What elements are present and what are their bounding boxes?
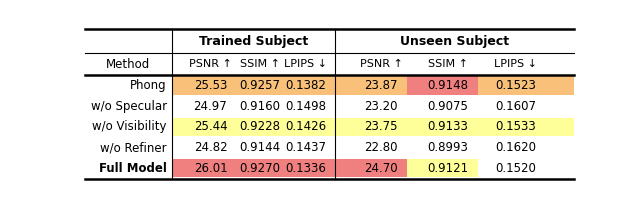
Bar xyxy=(172,76,240,95)
Text: PSNR ↑: PSNR ↑ xyxy=(360,59,403,69)
Bar xyxy=(408,76,478,95)
Text: 0.1523: 0.1523 xyxy=(495,79,536,92)
Text: 25.53: 25.53 xyxy=(194,79,227,92)
Text: 0.9160: 0.9160 xyxy=(239,100,280,113)
Text: w/o Specular: w/o Specular xyxy=(91,100,167,113)
Text: 0.1607: 0.1607 xyxy=(495,100,536,113)
Bar xyxy=(478,76,573,95)
Text: 23.20: 23.20 xyxy=(364,100,398,113)
Bar xyxy=(285,159,333,177)
Text: 0.9133: 0.9133 xyxy=(428,120,468,133)
Text: 0.1520: 0.1520 xyxy=(495,162,536,175)
Text: Full Model: Full Model xyxy=(99,162,167,175)
Text: 24.82: 24.82 xyxy=(194,141,227,154)
Text: 0.1437: 0.1437 xyxy=(285,141,326,154)
Text: 22.80: 22.80 xyxy=(364,141,398,154)
Text: 0.1382: 0.1382 xyxy=(285,79,326,92)
Text: 0.9075: 0.9075 xyxy=(428,100,468,113)
Text: 24.97: 24.97 xyxy=(193,100,227,113)
Text: 0.9257: 0.9257 xyxy=(239,79,280,92)
Text: w/o Refiner: w/o Refiner xyxy=(100,141,167,154)
Text: 24.70: 24.70 xyxy=(364,162,398,175)
Bar xyxy=(285,118,333,136)
Bar xyxy=(240,76,285,95)
Text: 0.1498: 0.1498 xyxy=(285,100,326,113)
Text: 0.9270: 0.9270 xyxy=(239,162,280,175)
Bar xyxy=(240,118,285,136)
Text: 0.1426: 0.1426 xyxy=(285,120,326,133)
Text: SSIM ↑: SSIM ↑ xyxy=(428,59,468,69)
Text: Method: Method xyxy=(106,58,150,71)
Text: 0.8993: 0.8993 xyxy=(428,141,468,154)
Text: 0.1336: 0.1336 xyxy=(285,162,326,175)
Bar xyxy=(240,159,285,177)
Text: w/o Visibility: w/o Visibility xyxy=(92,120,167,133)
Text: 0.9228: 0.9228 xyxy=(239,120,280,133)
Bar xyxy=(478,118,573,136)
Text: 23.75: 23.75 xyxy=(364,120,398,133)
Bar xyxy=(333,76,408,95)
Bar xyxy=(333,159,408,177)
Bar xyxy=(285,76,333,95)
Bar xyxy=(172,159,240,177)
Text: SSIM ↑: SSIM ↑ xyxy=(240,59,280,69)
Text: 0.9144: 0.9144 xyxy=(239,141,280,154)
Text: LPIPS ↓: LPIPS ↓ xyxy=(494,59,537,69)
Text: 26.01: 26.01 xyxy=(194,162,227,175)
Bar xyxy=(333,118,408,136)
Text: 0.1620: 0.1620 xyxy=(495,141,536,154)
Text: 0.9148: 0.9148 xyxy=(428,79,468,92)
Text: PSNR ↑: PSNR ↑ xyxy=(189,59,232,69)
Text: Phong: Phong xyxy=(130,79,167,92)
Text: Trained Subject: Trained Subject xyxy=(199,35,308,48)
Bar xyxy=(408,118,478,136)
Text: Unseen Subject: Unseen Subject xyxy=(400,35,509,48)
Text: 0.1533: 0.1533 xyxy=(495,120,536,133)
Bar xyxy=(172,118,240,136)
Text: 25.44: 25.44 xyxy=(194,120,227,133)
Text: LPIPS ↓: LPIPS ↓ xyxy=(284,59,327,69)
Text: 0.9121: 0.9121 xyxy=(428,162,468,175)
Bar xyxy=(408,159,478,177)
Text: 23.87: 23.87 xyxy=(364,79,398,92)
